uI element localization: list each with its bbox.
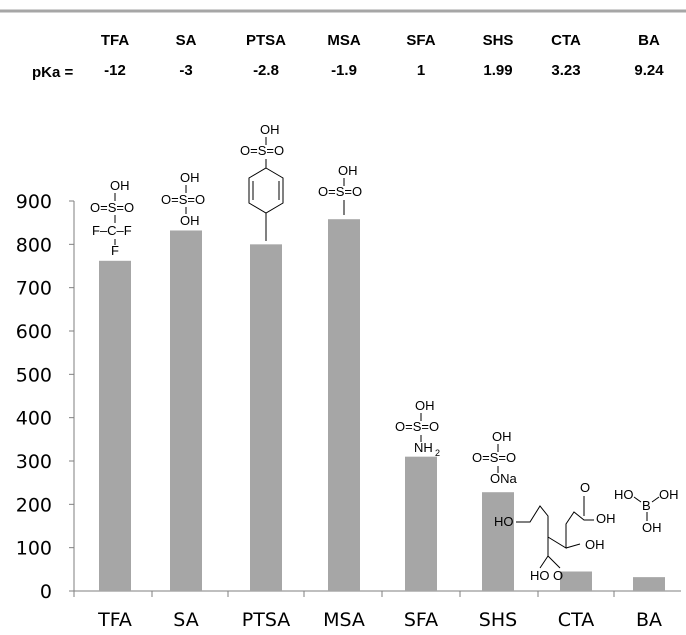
bar-sa bbox=[170, 230, 202, 591]
y-axis-ticks: 0 100 200 300 400 500 600 700 800 900 bbox=[16, 191, 74, 603]
tfa-oh: OH bbox=[110, 178, 130, 193]
cta-skeleton bbox=[516, 496, 594, 569]
bars bbox=[99, 219, 665, 592]
x-axis-ticks: TFA SA PTSA MSA SFA SHS CTA BA bbox=[73, 591, 662, 631]
structure-shs: OH O=S=O ONa bbox=[472, 429, 518, 486]
pka-value-sfa: 1 bbox=[417, 62, 425, 79]
header-name-sa: SA bbox=[176, 32, 197, 49]
sa-so2: O=S=O bbox=[161, 192, 205, 207]
pka-label: pKa = bbox=[32, 64, 74, 81]
header-name-msa: MSA bbox=[327, 32, 361, 49]
ba-ho: HO bbox=[614, 487, 634, 502]
ptsa-so2: O=S=O bbox=[240, 143, 284, 158]
y-tick-label: 200 bbox=[16, 494, 52, 516]
structure-tfa: OH O=S=O F–C–F F bbox=[90, 178, 134, 258]
bar-tfa bbox=[99, 260, 131, 591]
cta-o-bottom: O bbox=[553, 568, 563, 583]
x-tick-label-tfa: TFA bbox=[97, 609, 132, 631]
y-tick-label: 900 bbox=[16, 191, 52, 213]
pka-value-ptsa: -2.8 bbox=[253, 62, 279, 79]
ptsa-oh: OH bbox=[260, 122, 280, 137]
pka-value-msa: -1.9 bbox=[331, 62, 357, 79]
sfa-oh: OH bbox=[415, 398, 435, 413]
x-tick-label-cta: CTA bbox=[558, 609, 594, 631]
structure-sfa: OH O=S=O NH 2 bbox=[395, 398, 440, 458]
msa-so2: O=S=O bbox=[318, 184, 362, 199]
header-name-cta: CTA bbox=[551, 32, 581, 49]
structure-sa: OH O=S=O OH bbox=[161, 170, 205, 228]
pka-value-sa: -3 bbox=[179, 62, 192, 79]
sa-oh-bottom: OH bbox=[180, 213, 200, 228]
cta-oh-center: OH bbox=[585, 537, 605, 552]
y-tick-label: 100 bbox=[16, 538, 52, 560]
tfa-f: F bbox=[111, 243, 119, 258]
sfa-nh-subscript: 2 bbox=[435, 448, 440, 458]
x-tick-label-shs: SHS bbox=[479, 609, 517, 631]
sfa-so2: O=S=O bbox=[395, 419, 439, 434]
structure-ba: HO B OH OH bbox=[614, 487, 679, 535]
y-tick-label: 0 bbox=[40, 581, 52, 603]
header-name-ptsa: PTSA bbox=[246, 32, 286, 49]
x-tick-label-msa: MSA bbox=[323, 609, 365, 631]
x-tick-label-ba: BA bbox=[636, 609, 662, 631]
x-tick-label-ptsa: PTSA bbox=[242, 609, 290, 631]
acid-name-header-row: TFA SA PTSA MSA SFA SHS CTA BA bbox=[101, 32, 660, 49]
ba-b: B bbox=[642, 498, 651, 513]
pka-value-ba: 9.24 bbox=[634, 62, 664, 79]
x-tick-label-sa: SA bbox=[173, 609, 198, 631]
ba-bond-1 bbox=[633, 496, 642, 503]
y-tick-label: 300 bbox=[16, 451, 52, 473]
y-tick-label: 800 bbox=[16, 234, 52, 256]
y-tick-label: 500 bbox=[16, 364, 52, 386]
ba-oh-right: OH bbox=[659, 487, 679, 502]
header-name-tfa: TFA bbox=[101, 32, 129, 49]
sa-oh-top: OH bbox=[180, 170, 200, 185]
y-tick-label: 400 bbox=[16, 408, 52, 430]
y-tick-label: 600 bbox=[16, 321, 52, 343]
tfa-so2: O=S=O bbox=[90, 200, 134, 215]
header-name-shs: SHS bbox=[483, 32, 514, 49]
structure-cta: O OH HO OH HO O bbox=[494, 480, 616, 583]
shs-oh: OH bbox=[492, 429, 512, 444]
pka-header-row: pKa = -12 -3 -2.8 -1.9 1 1.99 3.23 9.24 bbox=[32, 62, 664, 81]
structure-msa: OH O=S=O bbox=[318, 163, 362, 215]
ba-bond-2 bbox=[651, 496, 660, 503]
x-tick-label-sfa: SFA bbox=[404, 609, 438, 631]
shs-ona: ONa bbox=[490, 471, 518, 486]
sfa-nh: NH bbox=[414, 440, 433, 455]
bar-sfa bbox=[405, 456, 437, 591]
header-name-sfa: SFA bbox=[406, 32, 435, 49]
bar-ptsa bbox=[250, 244, 282, 592]
structure-ptsa: OH O=S=O bbox=[240, 122, 284, 241]
y-tick-label: 700 bbox=[16, 278, 52, 300]
cta-oh-right: OH bbox=[596, 511, 616, 526]
header-name-ba: BA bbox=[638, 32, 660, 49]
ba-oh-bottom: OH bbox=[642, 520, 662, 535]
bar-msa bbox=[328, 219, 360, 591]
cta-ho-left: HO bbox=[494, 514, 514, 529]
shs-so2: O=S=O bbox=[472, 450, 516, 465]
cta-o-top: O bbox=[580, 480, 590, 495]
cta-ho-bottom: HO bbox=[530, 568, 550, 583]
msa-oh: OH bbox=[338, 163, 358, 178]
pka-value-tfa: -12 bbox=[104, 62, 126, 79]
bar-shs bbox=[482, 492, 514, 591]
bar-ba bbox=[633, 577, 665, 591]
pka-value-cta: 3.23 bbox=[551, 62, 580, 79]
tfa-cf2: F–C–F bbox=[92, 223, 132, 238]
pka-value-shs: 1.99 bbox=[483, 62, 512, 79]
bar-cta bbox=[560, 571, 592, 591]
ptsa-benzene-ring bbox=[248, 167, 284, 214]
